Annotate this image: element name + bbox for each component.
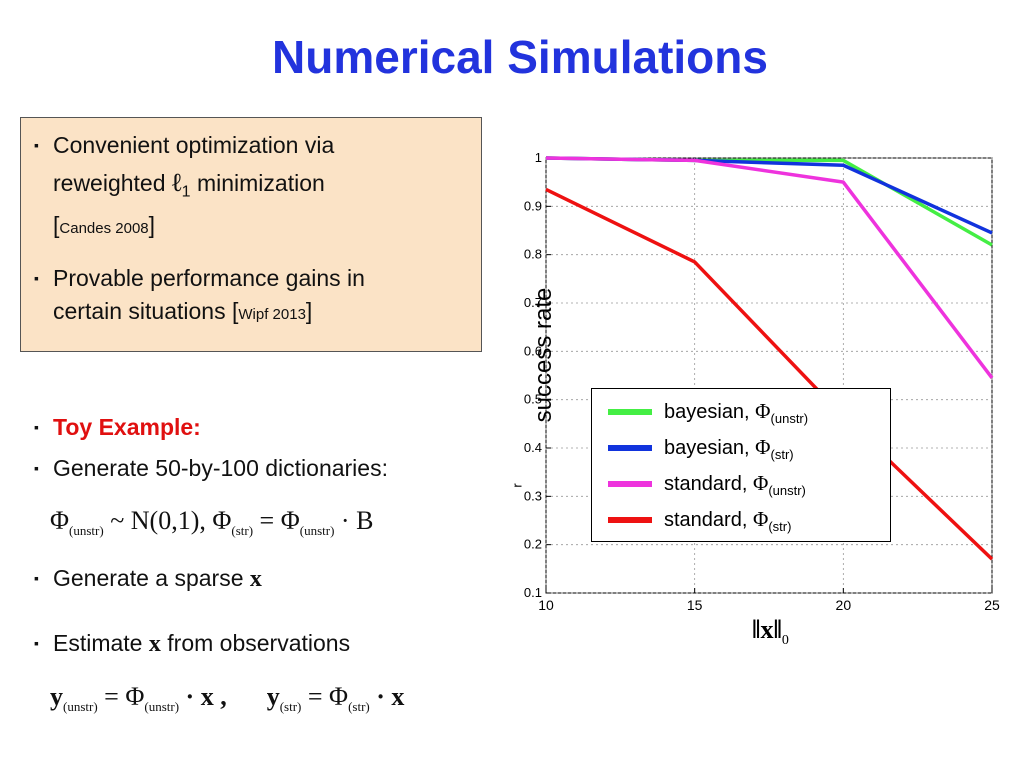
stray-axis-mark: r	[509, 483, 525, 488]
slide-title: Numerical Simulations	[272, 31, 768, 83]
y-tick-label: 0.1	[524, 585, 542, 600]
bullet-estimate: ▪ Estimate x from observations	[34, 627, 350, 661]
legend-entry: standard, Φ(unstr)	[592, 469, 892, 499]
bullet-toy-example: ▪ Toy Example:	[34, 411, 201, 444]
y-tick-label: 0.6	[524, 343, 542, 358]
info-box	[20, 117, 482, 352]
citation: Wipf 2013	[238, 306, 306, 323]
legend-entry: bayesian, Φ(unstr)	[592, 397, 892, 427]
bullet-generate-sparse: ▪ Generate a sparse x	[34, 562, 262, 596]
series-line	[545, 156, 994, 379]
x-tick-label: 10	[538, 597, 554, 613]
y-tick-label: 0.5	[524, 392, 542, 407]
y-tick-label: 1	[535, 150, 542, 165]
bullet-generate-dictionaries: ▪ Generate 50-by-100 dictionaries:	[34, 452, 388, 485]
x-tick-label: 25	[984, 597, 1000, 613]
dictionary-equation: Φ(unstr) ~ N(0,1), Φ(str) = Φ(unstr) · B	[50, 506, 374, 539]
box-bullet-2-line-1: Provable performance gains in	[53, 265, 365, 291]
box-bullet-1-line-3: [Candes 2008]	[53, 211, 156, 238]
x-tick-label: 15	[687, 597, 703, 613]
y-tick-label: 0.9	[524, 198, 542, 213]
bullet-marker: ▪	[34, 460, 39, 476]
x-axis-label: ‖x‖0	[752, 615, 789, 649]
box-bullet-2-line-2: certain situations [Wipf 2013]	[53, 298, 313, 324]
y-tick-label: 0.2	[524, 537, 542, 552]
y-axis-label: success rate	[530, 287, 557, 423]
legend-swatch	[608, 445, 652, 451]
bullet-marker: ▪	[34, 270, 39, 286]
box-bullet-2: ▪ Provable performance gains in certain …	[34, 262, 365, 331]
chart-legend: bayesian, Φ(unstr) bayesian, Φ(str) stan…	[591, 388, 891, 542]
bullet-marker: ▪	[34, 137, 39, 153]
series-line	[545, 187, 994, 561]
observation-equation: y(unstr) = Φ(unstr) · x , y(str) = Φ(str)…	[50, 682, 405, 715]
legend-swatch	[608, 481, 652, 487]
bullet-marker: ▪	[34, 635, 39, 651]
legend-entry: bayesian, Φ(str)	[592, 433, 892, 463]
y-tick-label: 0.4	[524, 440, 542, 455]
y-tick-label: 0.8	[524, 247, 542, 262]
x-tick-label: 20	[836, 597, 852, 613]
box-bullet-1-line-2: reweighted ℓ1 minimization	[53, 168, 325, 201]
legend-entry: standard, Φ(str)	[592, 505, 892, 535]
box-bullet-1-line-1: Convenient optimization via	[53, 132, 335, 158]
box-bullet-1: ▪ Convenient optimization via reweighted…	[34, 129, 335, 245]
legend-swatch	[608, 409, 652, 415]
bullet-marker: ▪	[34, 570, 39, 586]
y-tick-label: 0.3	[524, 488, 542, 503]
y-tick-label: 0.7	[524, 295, 542, 310]
bullet-marker: ▪	[34, 419, 39, 435]
legend-swatch	[608, 517, 652, 523]
citation: Candes 2008	[59, 219, 149, 237]
